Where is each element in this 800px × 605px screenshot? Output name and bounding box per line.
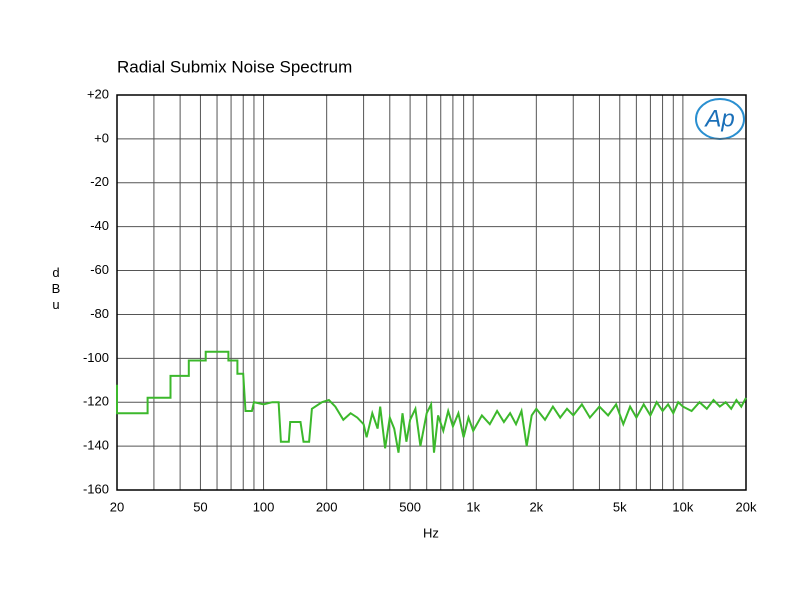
y-tick-label: -160	[83, 481, 109, 496]
x-axis-label: Hz	[423, 525, 439, 540]
y-tick-label: -140	[83, 438, 109, 453]
y-tick-label: +0	[94, 130, 109, 145]
x-tick-label: 200	[316, 499, 338, 514]
chart-title: Radial Submix Noise Spectrum	[117, 57, 352, 76]
y-tick-label: +20	[87, 86, 109, 101]
y-tick-label: -40	[90, 218, 109, 233]
y-tick-label: -60	[90, 262, 109, 277]
x-tick-label: 1k	[466, 499, 480, 514]
x-tick-label: 100	[253, 499, 275, 514]
series-line	[116, 350, 747, 453]
x-tick-label: 5k	[613, 499, 627, 514]
x-tick-label: 2k	[529, 499, 543, 514]
x-tick-label: 10k	[672, 499, 693, 514]
y-tick-label: -120	[83, 394, 109, 409]
y-tick-label: -80	[90, 306, 109, 321]
plot-frame	[116, 94, 747, 491]
x-tick-label: 500	[399, 499, 421, 514]
y-tick-label: -100	[83, 350, 109, 365]
y-tick-label: -20	[90, 174, 109, 189]
logo: Ap	[703, 105, 734, 132]
x-tick-label: 20k	[736, 499, 757, 514]
x-tick-label: 50	[193, 499, 207, 514]
x-tick-label: 20	[110, 499, 124, 514]
